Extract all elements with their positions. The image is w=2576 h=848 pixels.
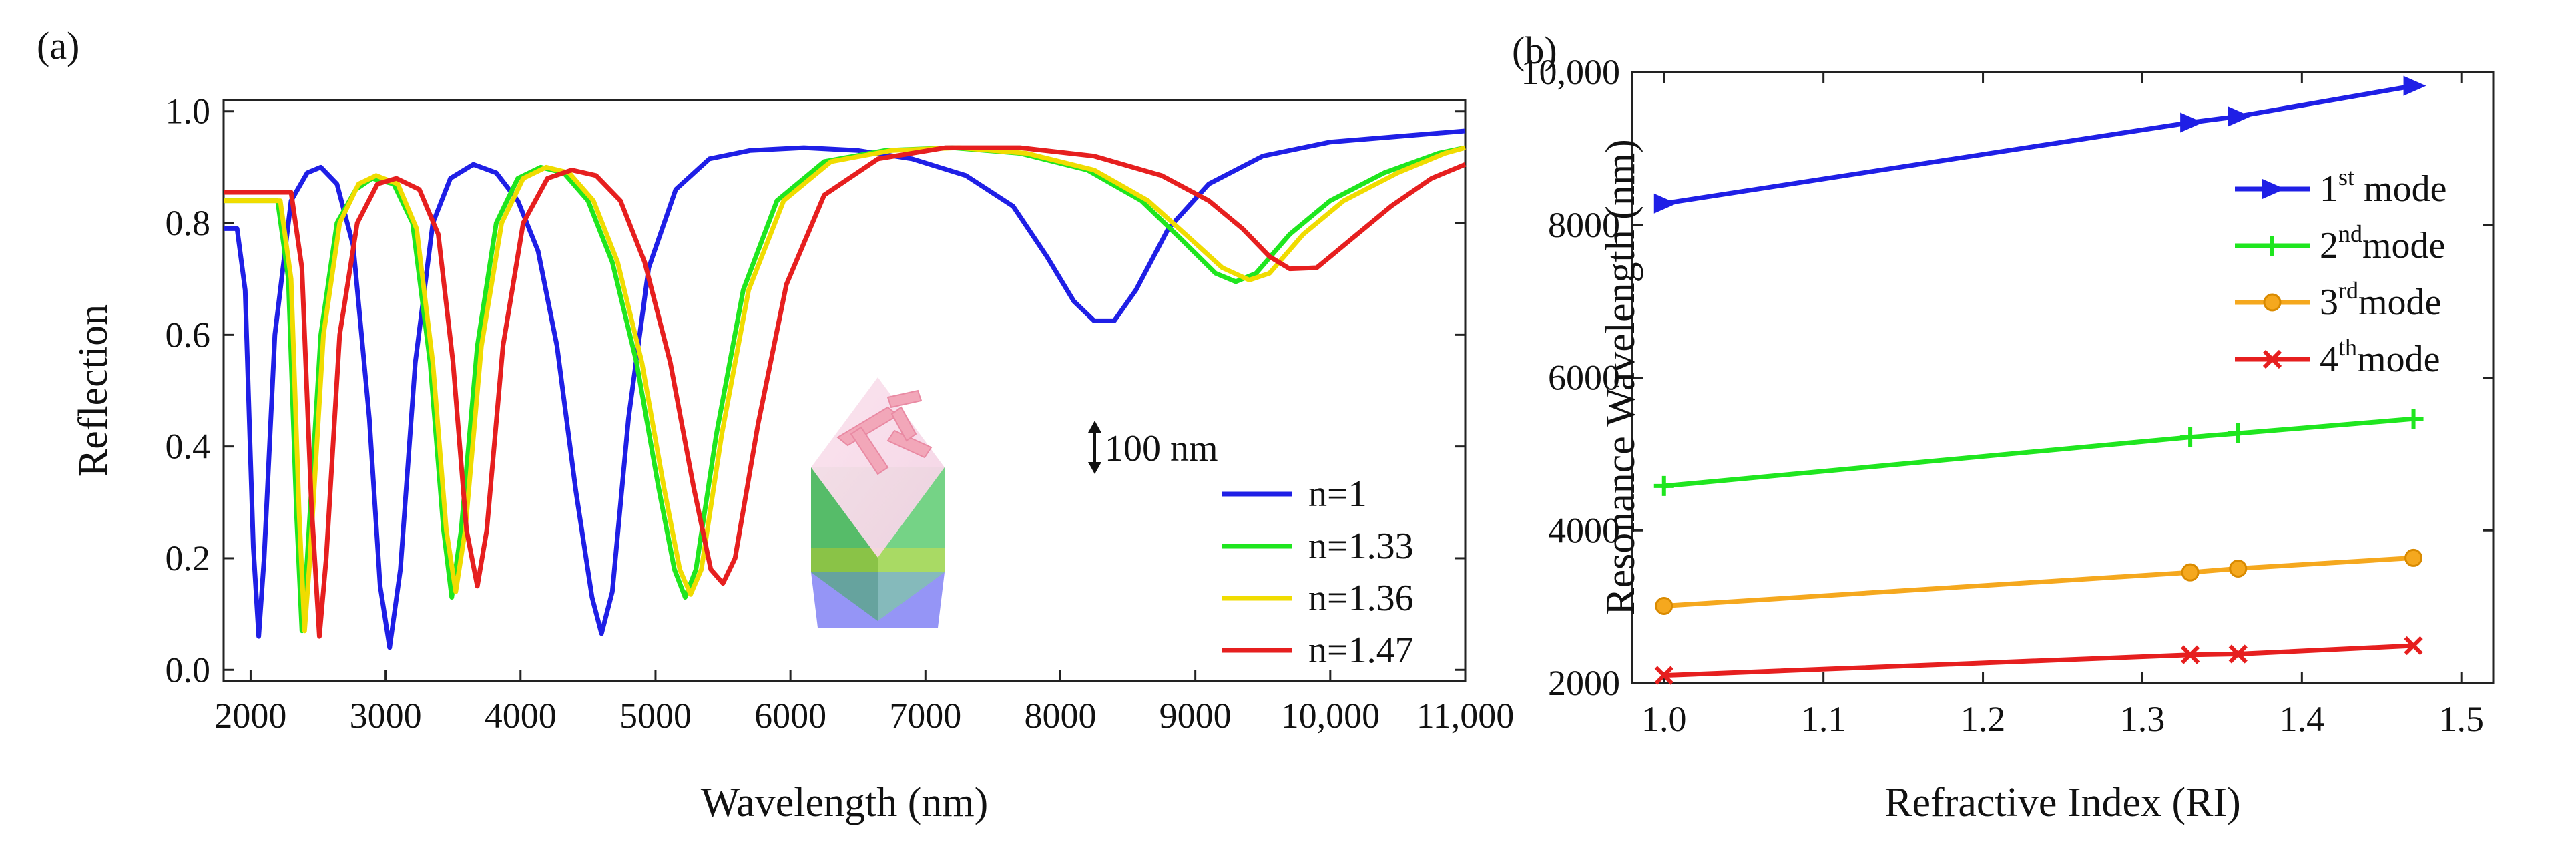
panel-a-xtick-label: 6000 [754, 696, 826, 736]
panel-a-frame [222, 99, 1467, 682]
panel-a-series [224, 128, 1467, 650]
legend-marker-mode-4 [2262, 349, 2282, 369]
panel-b-xlabel: Refractive Index (RI) [1884, 780, 2241, 825]
legend-marker-mode-1 [2262, 179, 2285, 199]
panel-b-ticks: 1.0 1.1 1.2 1.3 1.4 1.5 2000 4000 6000 8000 10,000 [1521, 52, 2493, 739]
panel-a-xtick-label: 8000 [1024, 696, 1096, 736]
legend-marker-mode-2 [2262, 236, 2282, 256]
panel-a-ytick-label: 0.4 [166, 427, 211, 467]
panel-a-xtick-label: 9000 [1160, 696, 1232, 736]
data-point-mode-4 [2404, 636, 2423, 656]
panel-a-ytick-label: 1.0 [166, 91, 211, 132]
panel-b-ytick-label: 6000 [1548, 358, 1620, 398]
panel-b: (b) 1.0 1.1 1.2 1.3 1.4 1.5 2000 4000 6000 8000 10… [1512, 29, 2495, 825]
panel-b-xtick-label: 1.5 [2438, 699, 2484, 739]
panel-b-label: (b) [1512, 29, 1557, 72]
panel-b-xtick-label: 1.0 [1641, 699, 1687, 739]
panel-a-xtick-label: 2000 [214, 696, 286, 736]
panel-b-ytick-label: 8000 [1548, 205, 1620, 245]
data-point-mode-2 [2403, 409, 2424, 429]
data-point-mode-2 [1653, 475, 1674, 496]
panel-a-label: (a) [37, 24, 79, 67]
legend-label-n-1-33: n=1.33 [1308, 525, 1414, 567]
legend-label-mode-1: 1st mode [2320, 164, 2446, 210]
panel-b-xtick-label: 1.2 [1961, 699, 2006, 739]
panel-a-ylabel: Reflection [71, 304, 116, 477]
legend-label-mode-2: 2ndmode [2320, 220, 2445, 266]
data-point-mode-3 [2229, 559, 2248, 578]
series-line-mode-1 [1663, 83, 2414, 206]
panel-a-xtick-label: 7000 [889, 696, 961, 736]
panel-b-xtick-label: 1.1 [1801, 699, 1846, 739]
data-point-mode-4 [2228, 644, 2248, 664]
series-line-mode-2 [1663, 416, 2414, 489]
legend-marker-mode-3 [2263, 293, 2282, 312]
series-line-n-1-36 [224, 145, 1466, 634]
series-line-n-1-47 [224, 145, 1467, 639]
panel-a-ytick-label: 0.2 [166, 538, 211, 578]
data-point-mode-1 [2180, 112, 2204, 133]
series-line-mode-4 [1663, 643, 2414, 678]
panel-a-xtick-label: 3000 [350, 696, 422, 736]
panel-a-xlabel: Wavelength (nm) [701, 780, 989, 825]
legend-label-mode-4: 4thmode [2320, 334, 2440, 380]
metasurface-inset-image: 100 nm [811, 377, 1218, 628]
panel-b-ytick-label: 10,000 [1521, 52, 1621, 92]
data-point-mode-2 [2228, 423, 2248, 443]
data-point-mode-1 [2228, 106, 2251, 127]
panel-b-legend: 1st mode 2ndmode 3rdmode 4thmode [2235, 164, 2446, 380]
data-point-mode-1 [2403, 75, 2426, 96]
panel-b-xtick-label: 1.3 [2120, 699, 2165, 739]
data-point-mode-3 [1655, 596, 1673, 615]
data-point-mode-4 [2180, 645, 2200, 664]
panel-a-ytick-label: 0.6 [166, 314, 211, 355]
panel-a: (a) 2000 3000 4000 5000 6000 7000 8000 9000 10,0… [37, 24, 1514, 825]
panel-a-ticks: 2000 3000 4000 5000 6000 7000 8000 9000 10,000 11… [166, 91, 1515, 736]
panel-a-ytick-label: 0.0 [166, 650, 211, 690]
panel-a-legend: n=1 n=1.33 n=1.36 n=1.47 [1222, 473, 1414, 671]
panel-a-ytick-label: 0.8 [166, 203, 211, 243]
panel-a-xtick-label: 5000 [619, 696, 692, 736]
panel-a-xtick-label: 11,000 [1416, 696, 1515, 736]
inset-thickness-label: 100 nm [1105, 428, 1218, 469]
panel-b-series [1653, 75, 2426, 685]
series-line-mode-3 [1663, 555, 2414, 608]
panel-b-ytick-label: 2000 [1548, 663, 1620, 703]
data-point-mode-2 [2180, 427, 2201, 447]
legend-label-n-1: n=1 [1308, 473, 1367, 515]
legend-label-n-1-36: n=1.36 [1308, 578, 1414, 619]
legend-label-n-1-47: n=1.47 [1308, 630, 1414, 671]
panel-a-xtick-label: 4000 [485, 696, 557, 736]
legend-label-mode-3: 3rdmode [2320, 277, 2441, 323]
data-point-mode-4 [1654, 666, 1673, 685]
data-point-mode-3 [2181, 563, 2200, 582]
series-line-n-1 [224, 128, 1466, 650]
data-point-mode-3 [2404, 548, 2423, 567]
panel-b-ytick-label: 4000 [1548, 510, 1620, 550]
panel-a-xtick-label: 10,000 [1281, 696, 1380, 736]
data-point-mode-1 [1653, 193, 1677, 214]
panel-b-ylabel: Resonance Wavelength (nm) [1598, 139, 1643, 616]
panel-b-xtick-label: 1.4 [2280, 699, 2325, 739]
